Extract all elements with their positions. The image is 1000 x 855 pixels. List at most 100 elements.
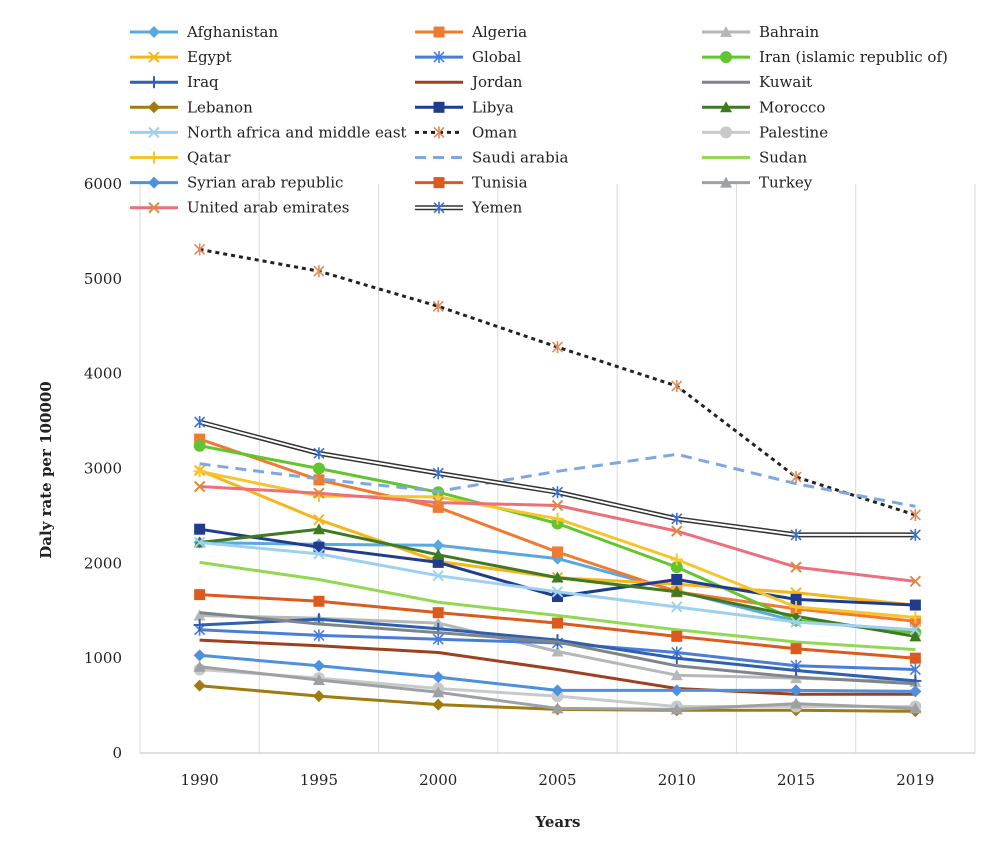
data-point [193,679,206,692]
data-point [432,496,444,509]
legend-label: Algeria [471,23,527,41]
legend: Afghanistan Algeria Bahrain Egypt Global Iran… [130,23,948,217]
legend-label: Afghanistan [186,23,278,41]
series-lines [193,243,922,718]
series-oman [194,243,921,521]
data-point [432,671,445,684]
data-point [671,601,683,613]
axes: Daly rate per 100000 Years 0 1000 2000 3000… [37,175,934,831]
data-point [551,486,564,499]
data-point [313,595,325,607]
data-point [194,523,206,535]
legend-label: Egypt [187,48,232,66]
legend-item: Turkey [702,174,813,192]
data-point [433,26,445,38]
data-point [790,528,802,541]
data-point [312,523,325,535]
legend-symbol [415,101,463,113]
series-qatar [193,465,922,624]
series-united-arab-emirates [193,480,922,588]
data-point [552,617,563,629]
legend-item: Sudan [702,149,807,167]
legend-item: Oman [415,123,517,141]
x-tick-label: 1990 [181,771,219,789]
legend-symbol [415,201,463,214]
x-tick-label: 2000 [419,771,457,789]
data-point [193,439,206,452]
data-point [432,556,444,568]
legend-label: Iran (islamic republic of) [759,48,948,66]
data-point [433,101,445,113]
data-point [193,480,206,493]
data-point [148,201,160,214]
series-sudan [199,560,916,652]
data-point [790,593,802,605]
y-tick-label: 3000 [84,460,122,478]
legend-label: Saudi arabia [472,149,569,167]
data-point [670,684,683,697]
legend-label: Morocco [759,98,825,116]
data-point [720,101,732,113]
data-point [193,536,206,549]
legend-item: Iraq [130,73,219,91]
data-point [671,630,683,642]
legend-symbol [702,26,750,37]
data-point [194,433,206,445]
y-tick-label: 0 [112,744,122,762]
legend-symbol [415,51,463,64]
legend-symbol [130,26,178,38]
y-tick-label: 6000 [84,175,122,193]
data-point [433,177,445,189]
legend-item: Bahrain [702,23,820,41]
data-point [432,686,445,698]
legend-symbol [130,151,178,164]
legend-label: Oman [472,123,517,141]
data-point [551,634,564,647]
data-point [909,663,921,676]
data-point [432,490,445,503]
data-point [313,629,325,642]
series-tunisia [194,589,921,664]
legend-label: Lebanon [187,98,253,116]
data-point [670,553,683,566]
data-point [909,528,921,541]
data-point [790,664,803,677]
legend-symbol [130,101,178,114]
data-point [432,467,444,480]
legend-label: Iraq [187,73,219,91]
data-point [551,586,564,598]
legend-symbol [130,126,178,139]
data-point [313,541,325,553]
data-point [313,447,325,460]
series-line [199,611,916,686]
data-point [551,499,564,512]
data-point [670,703,683,715]
data-point [313,487,325,499]
data-point [720,26,732,37]
data-point [909,599,921,611]
data-point [194,416,206,429]
x-axis-title: Years [534,813,580,831]
data-point [551,341,564,354]
data-point [433,201,445,214]
data-point [671,525,683,537]
data-point [432,569,444,582]
legend-item: Morocco [702,98,825,116]
data-point [909,630,922,642]
data-point [720,51,732,64]
legend-item: Kuwait [702,73,812,91]
data-point [909,611,922,624]
legend-label: Palestine [759,123,828,141]
legend-item: United arab emirates [130,199,349,217]
data-point [432,633,444,646]
data-point [432,300,444,313]
data-point [313,514,325,526]
data-point [193,609,206,621]
legend-item: Syrian arab republic [130,174,343,192]
y-tick-label: 4000 [84,365,122,383]
data-point [670,561,683,574]
data-point [552,546,563,558]
y-tick-label: 5000 [84,270,122,288]
